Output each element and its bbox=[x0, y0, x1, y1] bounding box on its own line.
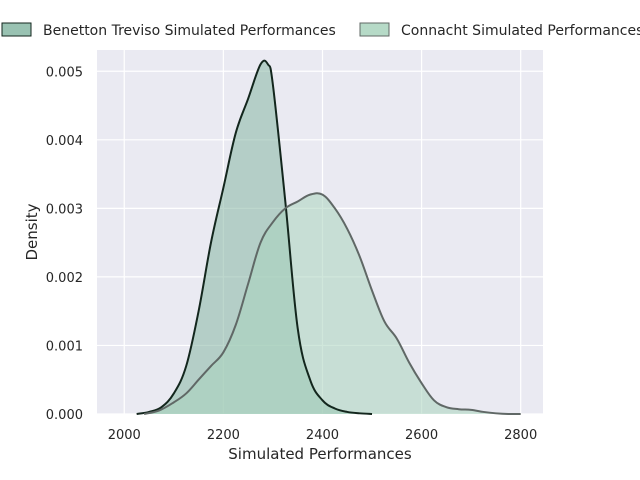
y-tick-label: 0.003 bbox=[46, 202, 83, 217]
density-series bbox=[136, 59, 521, 416]
legend-label: Benetton Treviso Simulated Performances bbox=[43, 23, 336, 39]
density-line-2 bbox=[143, 192, 521, 416]
x-tick-label: 2800 bbox=[504, 428, 537, 443]
x-tick-label: 2000 bbox=[108, 428, 141, 443]
y-tick-labels: 0.000 0.001 0.002 0.003 0.004 0.005 bbox=[46, 65, 83, 423]
legend-swatch bbox=[1, 22, 32, 37]
density-area-1 bbox=[136, 60, 373, 414]
x-tick-label: 2400 bbox=[306, 428, 339, 443]
density-area-2 bbox=[144, 193, 521, 414]
x-tick-label: 2200 bbox=[207, 428, 240, 443]
legend-swatch bbox=[359, 22, 390, 37]
y-tick-label: 0.000 bbox=[46, 408, 83, 423]
y-tick-label: 0.005 bbox=[46, 65, 83, 80]
chart-legend: Benetton Treviso Simulated Performances C… bbox=[1, 22, 640, 39]
density-line-1 bbox=[136, 59, 373, 415]
x-tick-label: 2600 bbox=[405, 428, 438, 443]
y-axis-title: Density bbox=[23, 203, 41, 260]
x-axis-title: Simulated Performances bbox=[228, 445, 412, 463]
y-tick-label: 0.002 bbox=[46, 271, 83, 286]
x-tick-labels: 2000 2200 2400 2600 2800 bbox=[108, 428, 538, 443]
y-tick-label: 0.001 bbox=[46, 339, 83, 354]
legend-label: Connacht Simulated Performances bbox=[401, 23, 640, 39]
y-tick-label: 0.004 bbox=[46, 134, 83, 149]
